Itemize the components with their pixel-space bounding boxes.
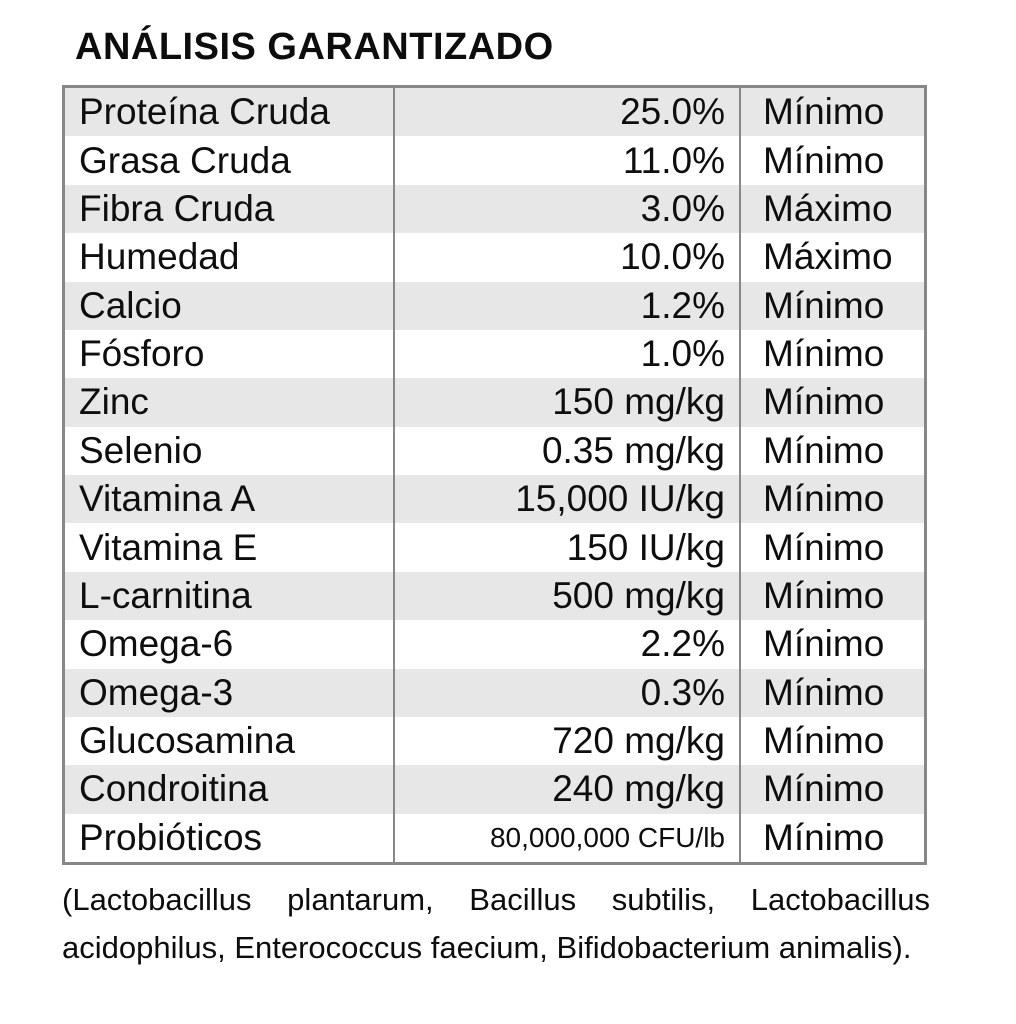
probiotic-strains-note: (Lactobacillus plantarum, Bacillus subti… bbox=[62, 882, 930, 966]
nutrient-value-cell: 10.0% bbox=[393, 233, 739, 282]
nutrient-bound-cell: Mínimo bbox=[739, 523, 924, 572]
nutrient-bound-cell: Mínimo bbox=[739, 88, 924, 137]
nutrient-name-cell: Omega-6 bbox=[79, 623, 234, 665]
nutrient-bound-cell: Mínimo bbox=[739, 813, 924, 862]
analysis-table: Proteína Cruda 25.0% Mínimo Grasa Cruda … bbox=[62, 85, 927, 865]
nutrient-value-cell: 1.2% bbox=[393, 281, 739, 330]
nutrient-bound-cell: Mínimo bbox=[739, 281, 924, 330]
nutrient-value-cell: 720 mg/kg bbox=[393, 716, 739, 766]
nutrient-name-cell: Proteína Cruda bbox=[79, 91, 330, 133]
table-row: Vitamina E 150 IU/kg Mínimo bbox=[65, 523, 924, 572]
table-row: L-carnitina 500 mg/kg Mínimo bbox=[65, 571, 924, 621]
nutrient-value-cell: 0.35 mg/kg bbox=[393, 426, 739, 475]
nutrient-value-cell: 15,000 IU/kg bbox=[393, 475, 739, 524]
nutrient-value-cell: 11.0% bbox=[393, 136, 739, 185]
page-title: ANÁLISIS GARANTIZADO bbox=[75, 26, 554, 68]
nutrient-name-cell: Grasa Cruda bbox=[79, 139, 291, 181]
table-row: Probióticos 80,000,000 CFU/lb Mínimo bbox=[65, 813, 924, 862]
nutrient-bound-cell: Mínimo bbox=[739, 571, 924, 621]
nutrient-name-cell: L-carnitina bbox=[79, 574, 252, 616]
table-row: Fibra Cruda 3.0% Máximo bbox=[65, 184, 924, 234]
nutrient-bound-cell: Mínimo bbox=[739, 668, 924, 717]
nutrient-name-cell: Fósforo bbox=[79, 333, 205, 375]
nutrient-value-cell: 500 mg/kg bbox=[393, 571, 739, 621]
nutrient-name-cell: Selenio bbox=[79, 429, 203, 471]
nutrient-name-cell: Probióticos bbox=[79, 816, 263, 858]
nutrient-name-cell: Omega-3 bbox=[79, 671, 234, 713]
table-row: Omega-6 2.2% Mínimo bbox=[65, 620, 924, 669]
nutrient-name-cell: Calcio bbox=[79, 284, 182, 326]
table-row: Condroitina 240 mg/kg Mínimo bbox=[65, 765, 924, 814]
table-row: Calcio 1.2% Mínimo bbox=[65, 281, 924, 330]
nutrient-value-cell: 0.3% bbox=[393, 668, 739, 717]
nutrient-value-cell: 240 mg/kg bbox=[393, 765, 739, 814]
table-row: Grasa Cruda 11.0% Mínimo bbox=[65, 136, 924, 185]
nutrient-bound-cell: Mínimo bbox=[739, 620, 924, 669]
nutrient-name-cell: Vitamina A bbox=[79, 478, 256, 520]
nutrient-value-cell: 150 IU/kg bbox=[393, 523, 739, 572]
nutrient-bound-cell: Mínimo bbox=[739, 136, 924, 185]
nutrient-bound-cell: Mínimo bbox=[739, 765, 924, 814]
nutrient-name-cell: Humedad bbox=[79, 236, 240, 278]
nutrient-value-cell: 25.0% bbox=[393, 88, 739, 137]
nutrient-bound-cell: Mínimo bbox=[739, 716, 924, 766]
nutrient-value-cell: 2.2% bbox=[393, 620, 739, 669]
nutrient-name-cell: Zinc bbox=[79, 381, 149, 423]
nutrient-bound-cell: Máximo bbox=[739, 233, 924, 282]
nutrient-bound-cell: Mínimo bbox=[739, 378, 924, 427]
table-row: Selenio 0.35 mg/kg Mínimo bbox=[65, 426, 924, 475]
nutrient-value-cell: 1.0% bbox=[393, 329, 739, 379]
nutrient-name-cell: Vitamina E bbox=[79, 526, 258, 568]
nutrient-bound-cell: Máximo bbox=[739, 184, 924, 234]
nutrient-name-cell: Fibra Cruda bbox=[79, 187, 275, 229]
nutrient-name-cell: Condroitina bbox=[79, 768, 269, 810]
table-row: Humedad 10.0% Máximo bbox=[65, 233, 924, 282]
nutrient-bound-cell: Mínimo bbox=[739, 475, 924, 524]
table-row: Fósforo 1.0% Mínimo bbox=[65, 329, 924, 379]
nutrient-name-cell: Glucosamina bbox=[79, 720, 295, 762]
nutrient-value-cell: 150 mg/kg bbox=[393, 378, 739, 427]
nutrient-value-cell: 80,000,000 CFU/lb bbox=[393, 813, 739, 862]
table-row: Glucosamina 720 mg/kg Mínimo bbox=[65, 716, 924, 766]
table-row: Zinc 150 mg/kg Mínimo bbox=[65, 378, 924, 427]
table-row: Omega-3 0.3% Mínimo bbox=[65, 668, 924, 717]
nutrient-value-cell: 3.0% bbox=[393, 184, 739, 234]
nutrient-bound-cell: Mínimo bbox=[739, 426, 924, 475]
table-row: Proteína Cruda 25.0% Mínimo bbox=[65, 88, 924, 137]
nutrient-bound-cell: Mínimo bbox=[739, 329, 924, 379]
table-row: Vitamina A 15,000 IU/kg Mínimo bbox=[65, 475, 924, 524]
